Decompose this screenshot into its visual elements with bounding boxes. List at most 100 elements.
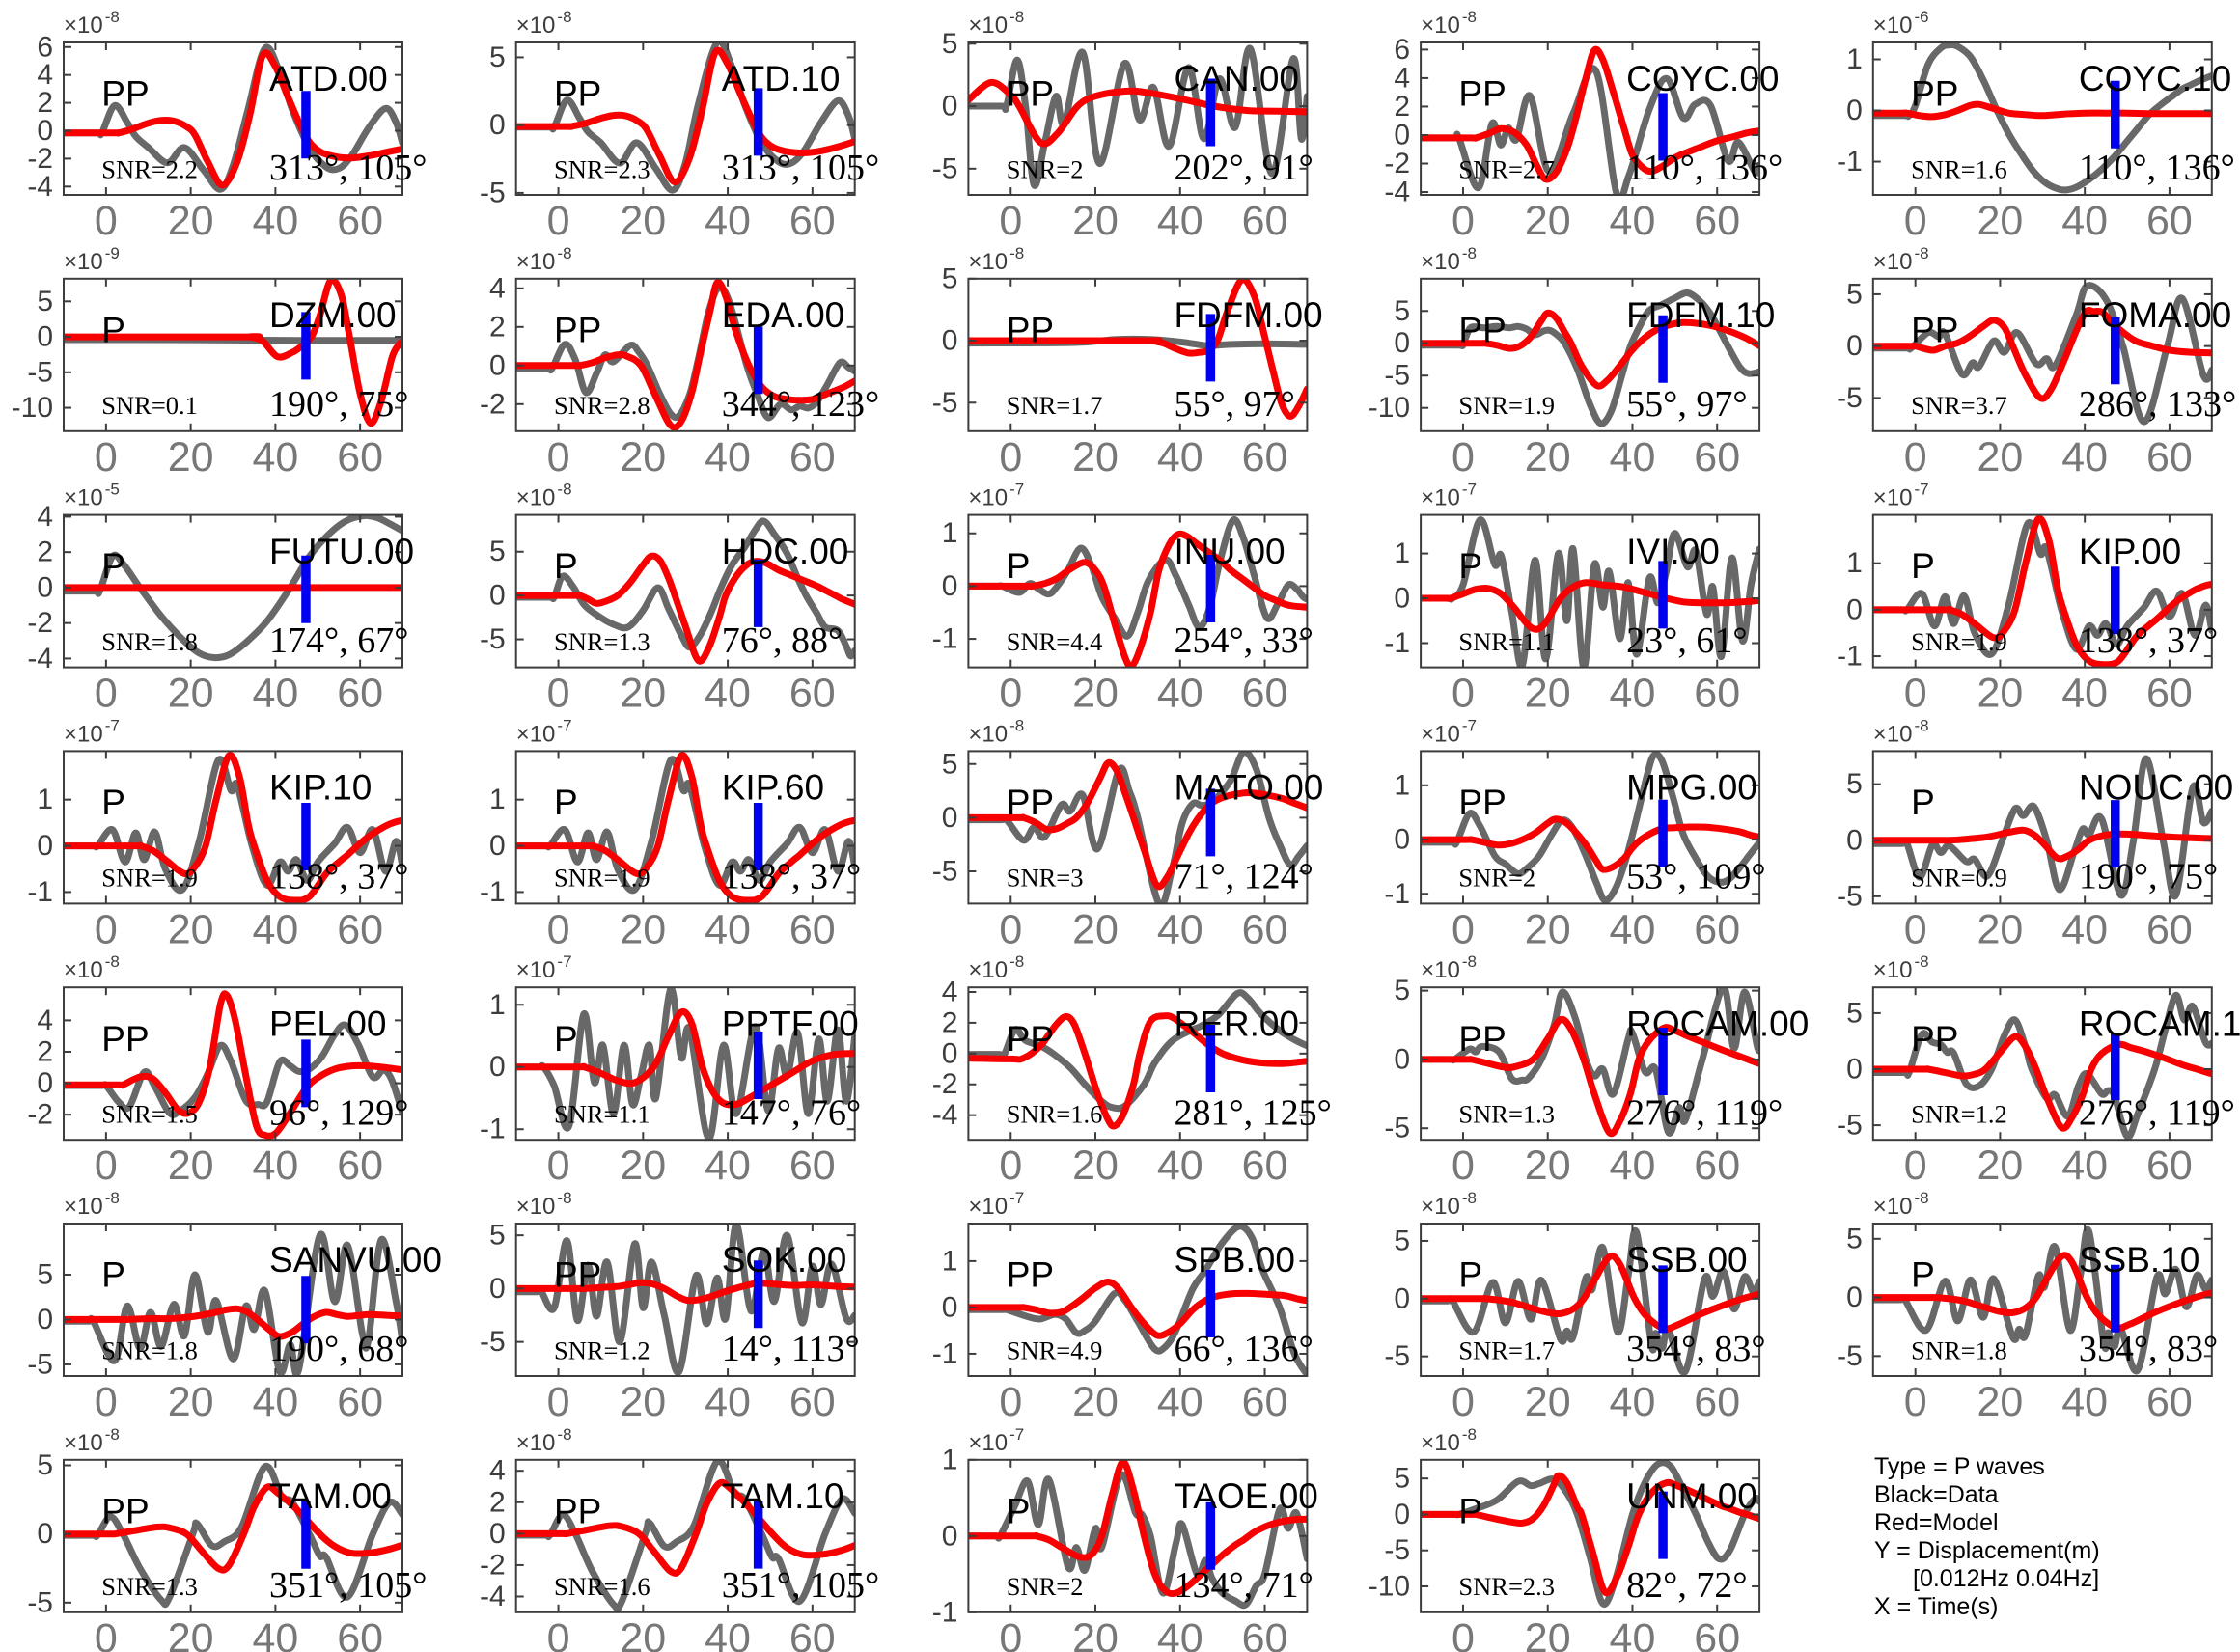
legend-line: [0.012Hz 0.04Hz] — [1913, 1565, 2099, 1592]
data-trace — [968, 989, 1308, 1113]
axes-ticks — [1872, 751, 2212, 904]
y-tick-label: 5 — [1394, 975, 1410, 1006]
model-trace — [1421, 1253, 1760, 1333]
snr-label: SNR=1.6 — [1007, 1100, 1103, 1129]
subplot-INU.00: 1 0 -1 0 20 40 60 ×10 -7 P INU.00 SNR=4.4 254°, 33° — [932, 481, 1314, 717]
angles-label: 76°, 88° — [722, 620, 843, 661]
y-exponent-label: ×10 -8 — [1421, 1189, 1477, 1220]
angles-label: 138°, 37° — [269, 857, 408, 897]
y-tick-label: 5 — [37, 1449, 53, 1481]
phase-label: PP — [1458, 783, 1506, 822]
axes-box — [63, 513, 403, 669]
x-tick-label: 0 — [1452, 198, 1475, 244]
model-trace — [64, 278, 402, 427]
model-trace — [515, 1279, 855, 1305]
axes-box — [967, 986, 1309, 1142]
y-tick-label: 5 — [942, 28, 958, 60]
y-tick-label: -5 — [27, 1586, 53, 1618]
model-trace — [1421, 309, 1760, 390]
model-trace — [1872, 1252, 2212, 1333]
model-trace — [1421, 815, 1760, 873]
y-tick-label: -5 — [932, 387, 958, 419]
y-tick-label: -1 — [932, 1337, 958, 1369]
y-tick-label: -4 — [480, 1581, 506, 1612]
x-tick-label: 40 — [252, 1379, 298, 1425]
x-tick-label: 60 — [337, 1379, 383, 1425]
station-label: ROCAM.10 — [2079, 1004, 2240, 1043]
x-tick-label: 20 — [168, 906, 214, 952]
axes-ticks — [64, 987, 402, 1141]
axes-box — [1420, 1223, 1761, 1377]
snr-label: SNR=1.9 — [1911, 627, 2007, 656]
model-trace — [64, 752, 402, 904]
x-tick-label: 20 — [1525, 906, 1571, 952]
y-tick-label: -5 — [27, 1348, 53, 1380]
x-tick-label: 60 — [1694, 906, 1740, 952]
data-trace — [1872, 282, 2212, 426]
y-tick-label: -5 — [932, 152, 958, 184]
y-tick-label: 5 — [489, 1220, 506, 1252]
y-exponent-label: ×10 -8 — [1421, 1425, 1477, 1456]
x-tick-label: 0 — [1452, 671, 1475, 717]
axes-box — [1420, 1458, 1761, 1613]
data-trace — [515, 987, 855, 1141]
x-tick-label: 0 — [547, 434, 570, 481]
y-tick-label: 5 — [1394, 1225, 1410, 1256]
y-tick-label: 4 — [1394, 62, 1410, 94]
data-trace — [1421, 987, 1760, 1137]
subplot-FDFM.00: 5 0 -5 0 20 40 60 ×10 -8 PP FDFM.00 SNR=1.7 55°, 97° — [932, 244, 1323, 481]
subplot-SSB.00: 5 0 -5 0 20 40 60 ×10 -8 P SSB.00 SNR=1.7 354°, 83° — [1384, 1189, 1765, 1425]
x-tick-label: 0 — [1452, 1379, 1475, 1425]
snr-label: SNR=2 — [1458, 864, 1535, 893]
x-tick-label: 20 — [1072, 906, 1119, 952]
x-tick-label: 0 — [547, 1615, 570, 1652]
angles-label: 110°, 136° — [2079, 148, 2235, 188]
x-tick-label: 20 — [1525, 671, 1571, 717]
snr-label: SNR=1.5 — [101, 1100, 198, 1129]
snr-label: SNR=1.9 — [554, 864, 650, 893]
angles-label: 286°, 133° — [2079, 384, 2236, 425]
subplot-HDC.00: 5 0 -5 0 20 40 60 ×10 -8 P HDC.00 SNR=1.3 76°, 88° — [480, 481, 856, 717]
x-tick-label: 40 — [705, 906, 751, 952]
angles-label: 138°, 37° — [2079, 620, 2218, 661]
angles-label: 313°, 105° — [269, 148, 427, 188]
axes-box — [1420, 986, 1761, 1142]
phase-label: P — [101, 1255, 125, 1295]
subplot-NOUC.00: 5 0 -5 0 20 40 60 ×10 -8 P NOUC.00 SNR=0.9 190°, 75° — [1837, 716, 2233, 952]
y-tick-label: 1 — [37, 784, 53, 815]
snr-label: SNR=4.9 — [1007, 1335, 1103, 1364]
phase-label: P — [1007, 1491, 1031, 1530]
x-tick-label: 60 — [789, 1143, 836, 1189]
axes-ticks — [1872, 514, 2212, 668]
y-exponent-label: ×10 -8 — [1873, 244, 1929, 275]
x-tick-label: 0 — [1452, 1143, 1475, 1189]
axes-box — [967, 277, 1309, 432]
y-tick-label: -10 — [12, 392, 53, 424]
model-trace — [968, 1459, 1308, 1598]
y-tick-label: 0 — [489, 349, 506, 381]
x-tick-label: 40 — [1610, 1143, 1656, 1189]
y-tick-label: -1 — [480, 1114, 506, 1145]
x-tick-label: 20 — [620, 434, 666, 481]
subplot-SANVU.00: 5 0 -5 0 20 40 60 ×10 -8 P SANVU.00 SNR=1.8 190°, 68… — [27, 1189, 442, 1425]
station-label: SOK.00 — [722, 1240, 847, 1280]
x-tick-label: 0 — [1452, 434, 1475, 481]
y-tick-label: 2 — [489, 1486, 506, 1518]
angles-label: 14°, 113° — [722, 1329, 860, 1369]
axes-box — [1871, 1223, 2213, 1377]
model-trace — [515, 552, 855, 665]
phase-label: PP — [1007, 1019, 1054, 1059]
y-tick-label: 0 — [1394, 1499, 1410, 1530]
y-tick-label: 0 — [489, 1051, 506, 1083]
phase-label: PP — [101, 74, 149, 114]
y-exponent-label: ×10 -7 — [1873, 481, 1929, 511]
x-tick-label: 20 — [1977, 671, 2024, 717]
data-trace — [1872, 755, 2212, 900]
x-tick-label: 40 — [252, 1143, 298, 1189]
legend-line: Red=Model — [1874, 1509, 1999, 1536]
y-tick-label: 1 — [489, 784, 506, 815]
snr-label: SNR=0.1 — [101, 391, 198, 420]
data-trace — [968, 751, 1308, 904]
phase-label: PP — [1458, 1019, 1506, 1059]
